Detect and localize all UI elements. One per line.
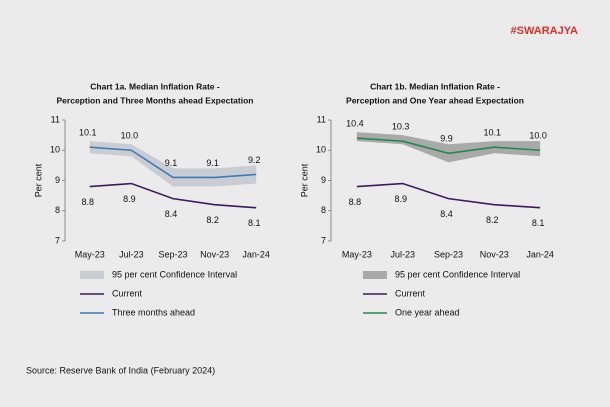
- x-tick-label: Jul-23: [119, 249, 144, 259]
- legend-label: One year ahead: [395, 307, 460, 317]
- series-line: [356, 182, 541, 209]
- y-tick-label: 11: [317, 114, 326, 124]
- legend-label: 95 per cent Confidence Interval: [112, 269, 237, 279]
- confidence-band: [356, 132, 541, 163]
- x-tick-label: Jan-24: [242, 249, 270, 259]
- source: Source: Reserve Bank of India (February …: [26, 365, 215, 375]
- y-axis-label: Per cent: [33, 163, 43, 197]
- y-tick-label: 11: [51, 114, 60, 124]
- data-label: 8.2: [486, 215, 499, 225]
- legend-label: Current: [112, 288, 143, 298]
- data-label: 8.8: [82, 197, 95, 207]
- x-tick-label: Sep-23: [434, 249, 463, 259]
- legend-label: Current: [395, 288, 426, 298]
- data-label: 10.4: [346, 119, 364, 129]
- y-tick-label: 10: [316, 145, 326, 155]
- logo: #SWARAJYA: [511, 25, 579, 37]
- data-label: 8.9: [394, 194, 407, 204]
- x-tick-label: May-23: [342, 249, 372, 259]
- series-line: [356, 137, 541, 155]
- y-tick-label: 9: [321, 175, 326, 185]
- confidence-band: [89, 141, 257, 187]
- y-tick-label: 8: [321, 205, 326, 215]
- data-label: 8.1: [532, 218, 545, 228]
- x-tick-label: May-23: [75, 249, 105, 259]
- data-label: 9.9: [440, 134, 453, 144]
- y-tick-label: 7: [321, 235, 326, 245]
- data-label: 9.1: [206, 158, 219, 168]
- x-tick-label: Nov-23: [480, 249, 509, 259]
- chart-title: Chart 1b. Median Inflation Rate -: [370, 81, 500, 91]
- data-label: 10.1: [484, 128, 502, 138]
- series-line: [89, 182, 257, 209]
- data-label: 8.4: [440, 209, 453, 219]
- legend-label: Three months ahead: [112, 307, 195, 317]
- chart-title: Chart 1a. Median Inflation Rate -: [90, 81, 220, 91]
- chart-title: Perception and One Year ahead Expectatio…: [346, 95, 524, 105]
- x-tick-label: Sep-23: [158, 249, 187, 259]
- data-label: 10.0: [121, 131, 139, 141]
- data-label: 10.3: [392, 122, 410, 132]
- y-tick-label: 7: [55, 235, 60, 245]
- x-tick-label: Jan-24: [526, 249, 554, 259]
- legend-label: 95 per cent Confidence Interval: [395, 269, 520, 279]
- y-tick-label: 10: [50, 145, 60, 155]
- x-tick-label: Nov-23: [200, 249, 229, 259]
- x-tick-label: Jul-23: [390, 249, 415, 259]
- legend-swatch: [80, 271, 104, 279]
- data-label: 8.2: [206, 215, 219, 225]
- y-tick-label: 9: [55, 175, 60, 185]
- data-label: 8.8: [349, 197, 362, 207]
- chart-title: Perception and Three Months ahead Expect…: [57, 95, 254, 105]
- data-label: 8.4: [165, 209, 178, 219]
- data-label: 10.0: [529, 131, 547, 141]
- legend-swatch: [363, 271, 387, 279]
- y-tick-label: 8: [55, 205, 60, 215]
- y-axis-label: Per cent: [299, 163, 309, 197]
- data-label: 9.1: [165, 158, 178, 168]
- data-label: 8.1: [248, 218, 261, 228]
- series-line: [89, 146, 257, 179]
- data-label: 9.2: [248, 155, 261, 165]
- data-label: 10.1: [79, 128, 97, 138]
- data-label: 8.9: [123, 194, 136, 204]
